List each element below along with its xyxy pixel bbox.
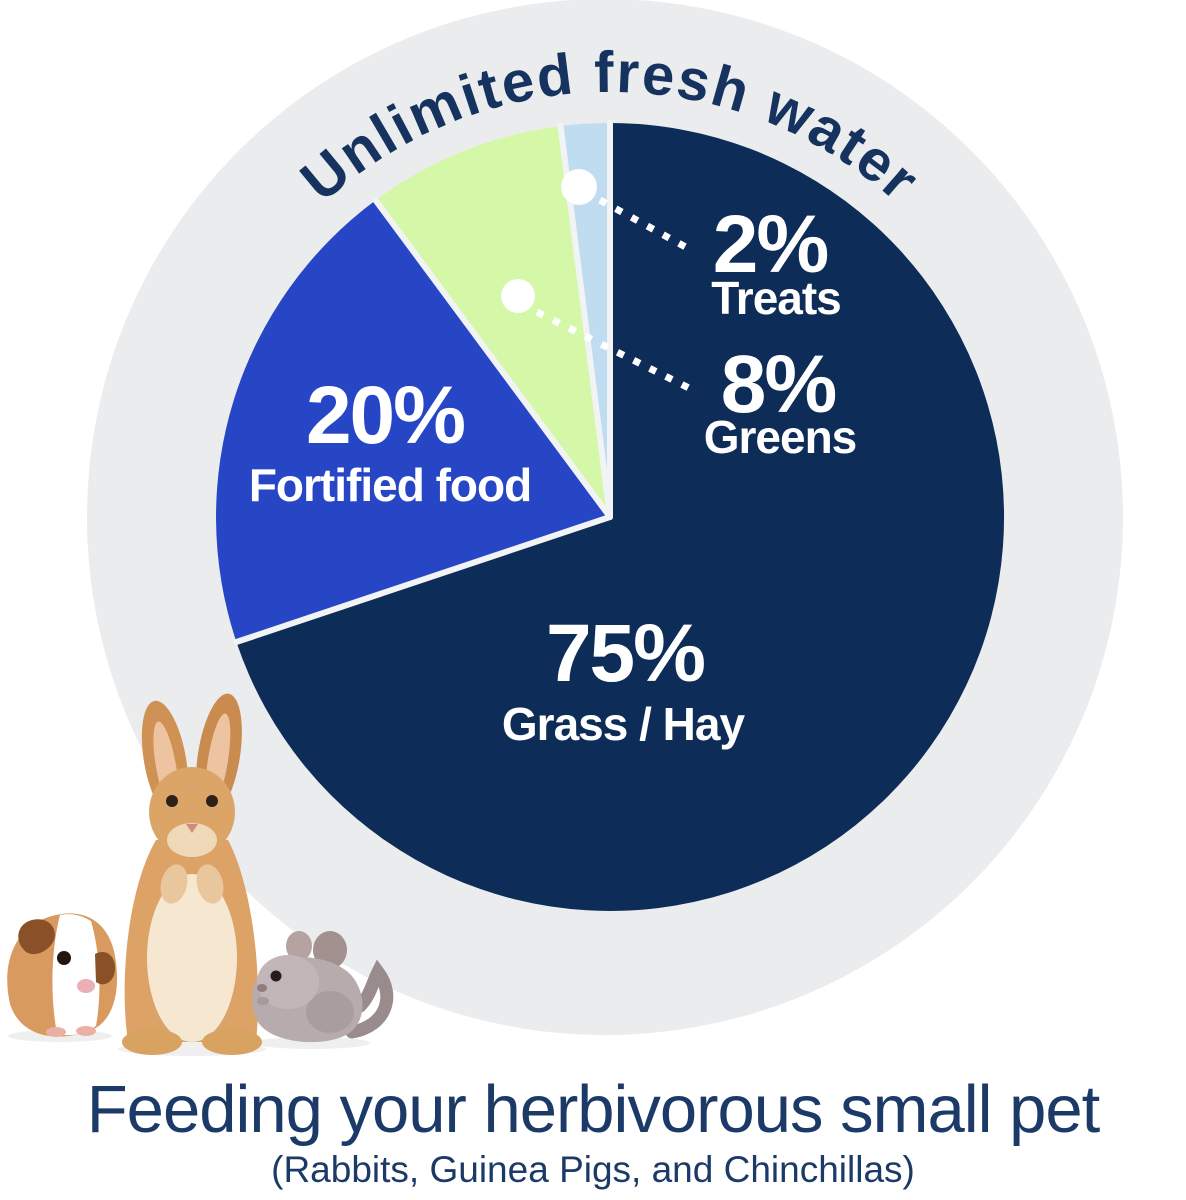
page-subtitle: (Rabbits, Guinea Pigs, and Chinchillas) [271,1149,915,1190]
rabbit-foot-right [202,1029,262,1055]
chinchilla-eye [270,970,282,982]
grass-hay-name-label: Grass / Hay [502,698,746,750]
guinea-pig-eye [57,951,71,965]
page-title: Feeding your herbivorous small pet [86,1072,1100,1147]
chinchilla-shadow [254,1037,370,1049]
chinchilla-ear-right [313,931,347,969]
rabbit-belly [147,874,237,1042]
gap-line-lower-left [233,514,613,645]
chinchilla-head [257,955,319,1009]
rabbit-foot-left [122,1029,182,1055]
rabbit-eye-left [166,795,178,807]
slice-grass-hay [236,123,1005,911]
rabbit-eye-right [206,795,218,807]
guinea-pig-image [7,913,118,1037]
gap-line-upper-left [372,197,613,520]
fortified-food-name-label: Fortified food [249,459,531,511]
chinchilla-haunch [306,991,354,1033]
fortified-food-pct-label: 20% [306,370,464,461]
rabbit-paw-left [160,864,188,904]
treats-pct-label: 2% [713,199,828,290]
animal-photos [7,693,394,1056]
greens-pct-label: 8% [721,339,836,430]
chinchilla-nose [257,984,267,992]
greens-name-label: Greens [704,411,857,463]
guinea-pig-ear-right [95,951,116,985]
treats-leader-dot [561,169,597,205]
callout-leaders [501,169,693,392]
chinchilla-tail [345,959,394,1039]
pie-slices [216,122,1005,911]
greens-leader-dot [501,279,535,313]
grass-hay-pct-label: 75% [546,608,704,699]
rabbit-muzzle [167,823,217,857]
guinea-pig-foot [46,1027,66,1037]
slice-greens [375,126,610,517]
guinea-pig-foot-2 [76,1026,96,1036]
treats-name-label: Treats [711,272,841,324]
chinchilla-image [252,931,394,1043]
guinea-pig-nose [77,979,95,993]
chinchilla-ear-left [286,931,312,961]
chinchilla-paw [257,997,269,1005]
guinea-pig-ear [18,919,55,955]
guinea-pig-blaze [52,914,100,1036]
rabbit-image [122,693,262,1055]
slice-labels: 2% Treats 8% Greens 20% Fortified food 7… [249,199,857,750]
rabbit-nose [186,824,198,833]
rabbit-paw-right [196,864,224,904]
slice-fortified-food [216,200,610,643]
